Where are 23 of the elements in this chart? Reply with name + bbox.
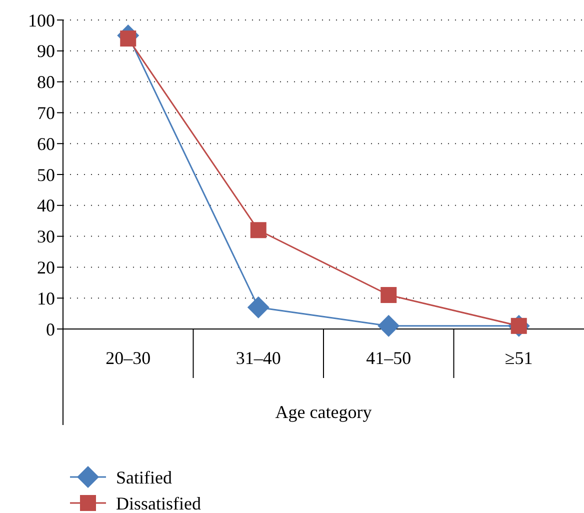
y-tick-label: 90 [37, 41, 55, 62]
y-tick-label: 30 [37, 226, 55, 247]
y-tick-label: 40 [37, 196, 55, 216]
x-tick-label: 31–40 [236, 348, 281, 368]
point [247, 296, 270, 318]
point [120, 30, 136, 47]
y-tick-label: 80 [37, 72, 55, 92]
point [378, 314, 400, 337]
legend-label: Dissatisfied [116, 493, 201, 513]
x-axis-title: Age category [275, 402, 372, 422]
point [250, 222, 266, 238]
y-tick-label: 0 [46, 319, 55, 340]
x-tick-label: 20–30 [106, 348, 151, 368]
point [380, 287, 397, 304]
y-tick-label: 100 [28, 10, 55, 30]
y-tick-label: 50 [37, 164, 55, 185]
x-tick-label: 41–50 [366, 348, 412, 368]
y-tick-label: 70 [37, 103, 55, 123]
y-tick-label: 60 [37, 134, 55, 154]
x-tick-label: ≥51 [504, 348, 533, 368]
legend-label: Satified [116, 467, 172, 488]
y-tick-label: 20 [37, 258, 55, 278]
y-tick-label: 10 [37, 288, 55, 308]
